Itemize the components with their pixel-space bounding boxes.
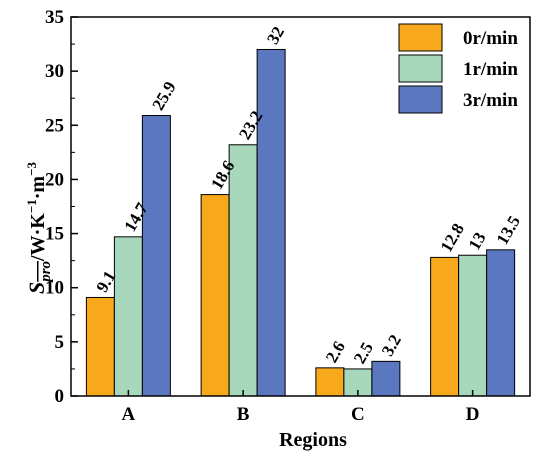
- y-axis-title-main: S: [24, 282, 49, 294]
- bar-d-1: [430, 256, 460, 397]
- bar-b-3: [256, 48, 286, 397]
- bar-c-3: [371, 360, 401, 397]
- x-tick-label-a: A: [122, 404, 136, 425]
- bar-b-1: [200, 194, 230, 397]
- bar-d-3: [486, 249, 516, 397]
- data-label-c-1: 2.6: [322, 338, 349, 366]
- legend-label-2: 1r/min: [463, 59, 518, 80]
- x-axis-title: Regions: [279, 429, 347, 451]
- data-label-b-3: 32: [263, 23, 288, 47]
- y-tick-label: 15: [45, 224, 64, 245]
- bar-a-1: [85, 296, 115, 397]
- x-tick-label-b: B: [237, 404, 250, 425]
- legend-swatch-2: [398, 54, 443, 83]
- y-axis-title-sup2: −3: [24, 161, 39, 175]
- y-axis-title-sep: ·m: [27, 176, 49, 200]
- bar-a-3: [141, 115, 171, 397]
- y-tick-label: 20: [45, 169, 64, 190]
- y-axis-title: Spro/W·K−1·m−3: [24, 161, 54, 294]
- bar-d-2: [458, 254, 488, 397]
- y-tick-label: 30: [45, 61, 64, 82]
- y-tick-label: 35: [45, 7, 64, 28]
- bar-a-2: [113, 236, 143, 397]
- bar-c-1: [315, 367, 345, 397]
- data-label-c-3: 3.2: [378, 331, 405, 359]
- data-label-d-3: 13.5: [493, 213, 524, 248]
- x-tick-label-c: C: [351, 404, 365, 425]
- y-axis-title-sup1: −1: [24, 199, 39, 213]
- y-tick-label: 10: [45, 278, 64, 299]
- legend-swatch-3: [398, 85, 443, 114]
- x-tick-label-d: D: [466, 404, 480, 425]
- y-axis-title-unit: /W·K: [27, 213, 49, 262]
- y-tick-label: 0: [55, 386, 65, 407]
- legend-label-1: 0r/min: [463, 28, 518, 49]
- bars-group: [85, 48, 516, 397]
- legend-label-3: 3r/min: [463, 90, 518, 111]
- bar-b-2: [228, 144, 258, 397]
- y-axis-title-subscript: pro: [38, 261, 54, 284]
- data-label-a-3: 25.9: [148, 78, 179, 113]
- y-tick-label: 25: [45, 115, 64, 136]
- legend-swatch-1: [398, 23, 443, 52]
- y-tick-label: 5: [55, 332, 65, 353]
- data-label-d-2: 13: [465, 229, 490, 253]
- data-label-d-1: 12.8: [437, 220, 468, 255]
- axes-group: 0 5 10 15 20 25 30 35 A B C D: [45, 7, 531, 425]
- legend: 0r/min 1r/min 3r/min: [398, 23, 518, 114]
